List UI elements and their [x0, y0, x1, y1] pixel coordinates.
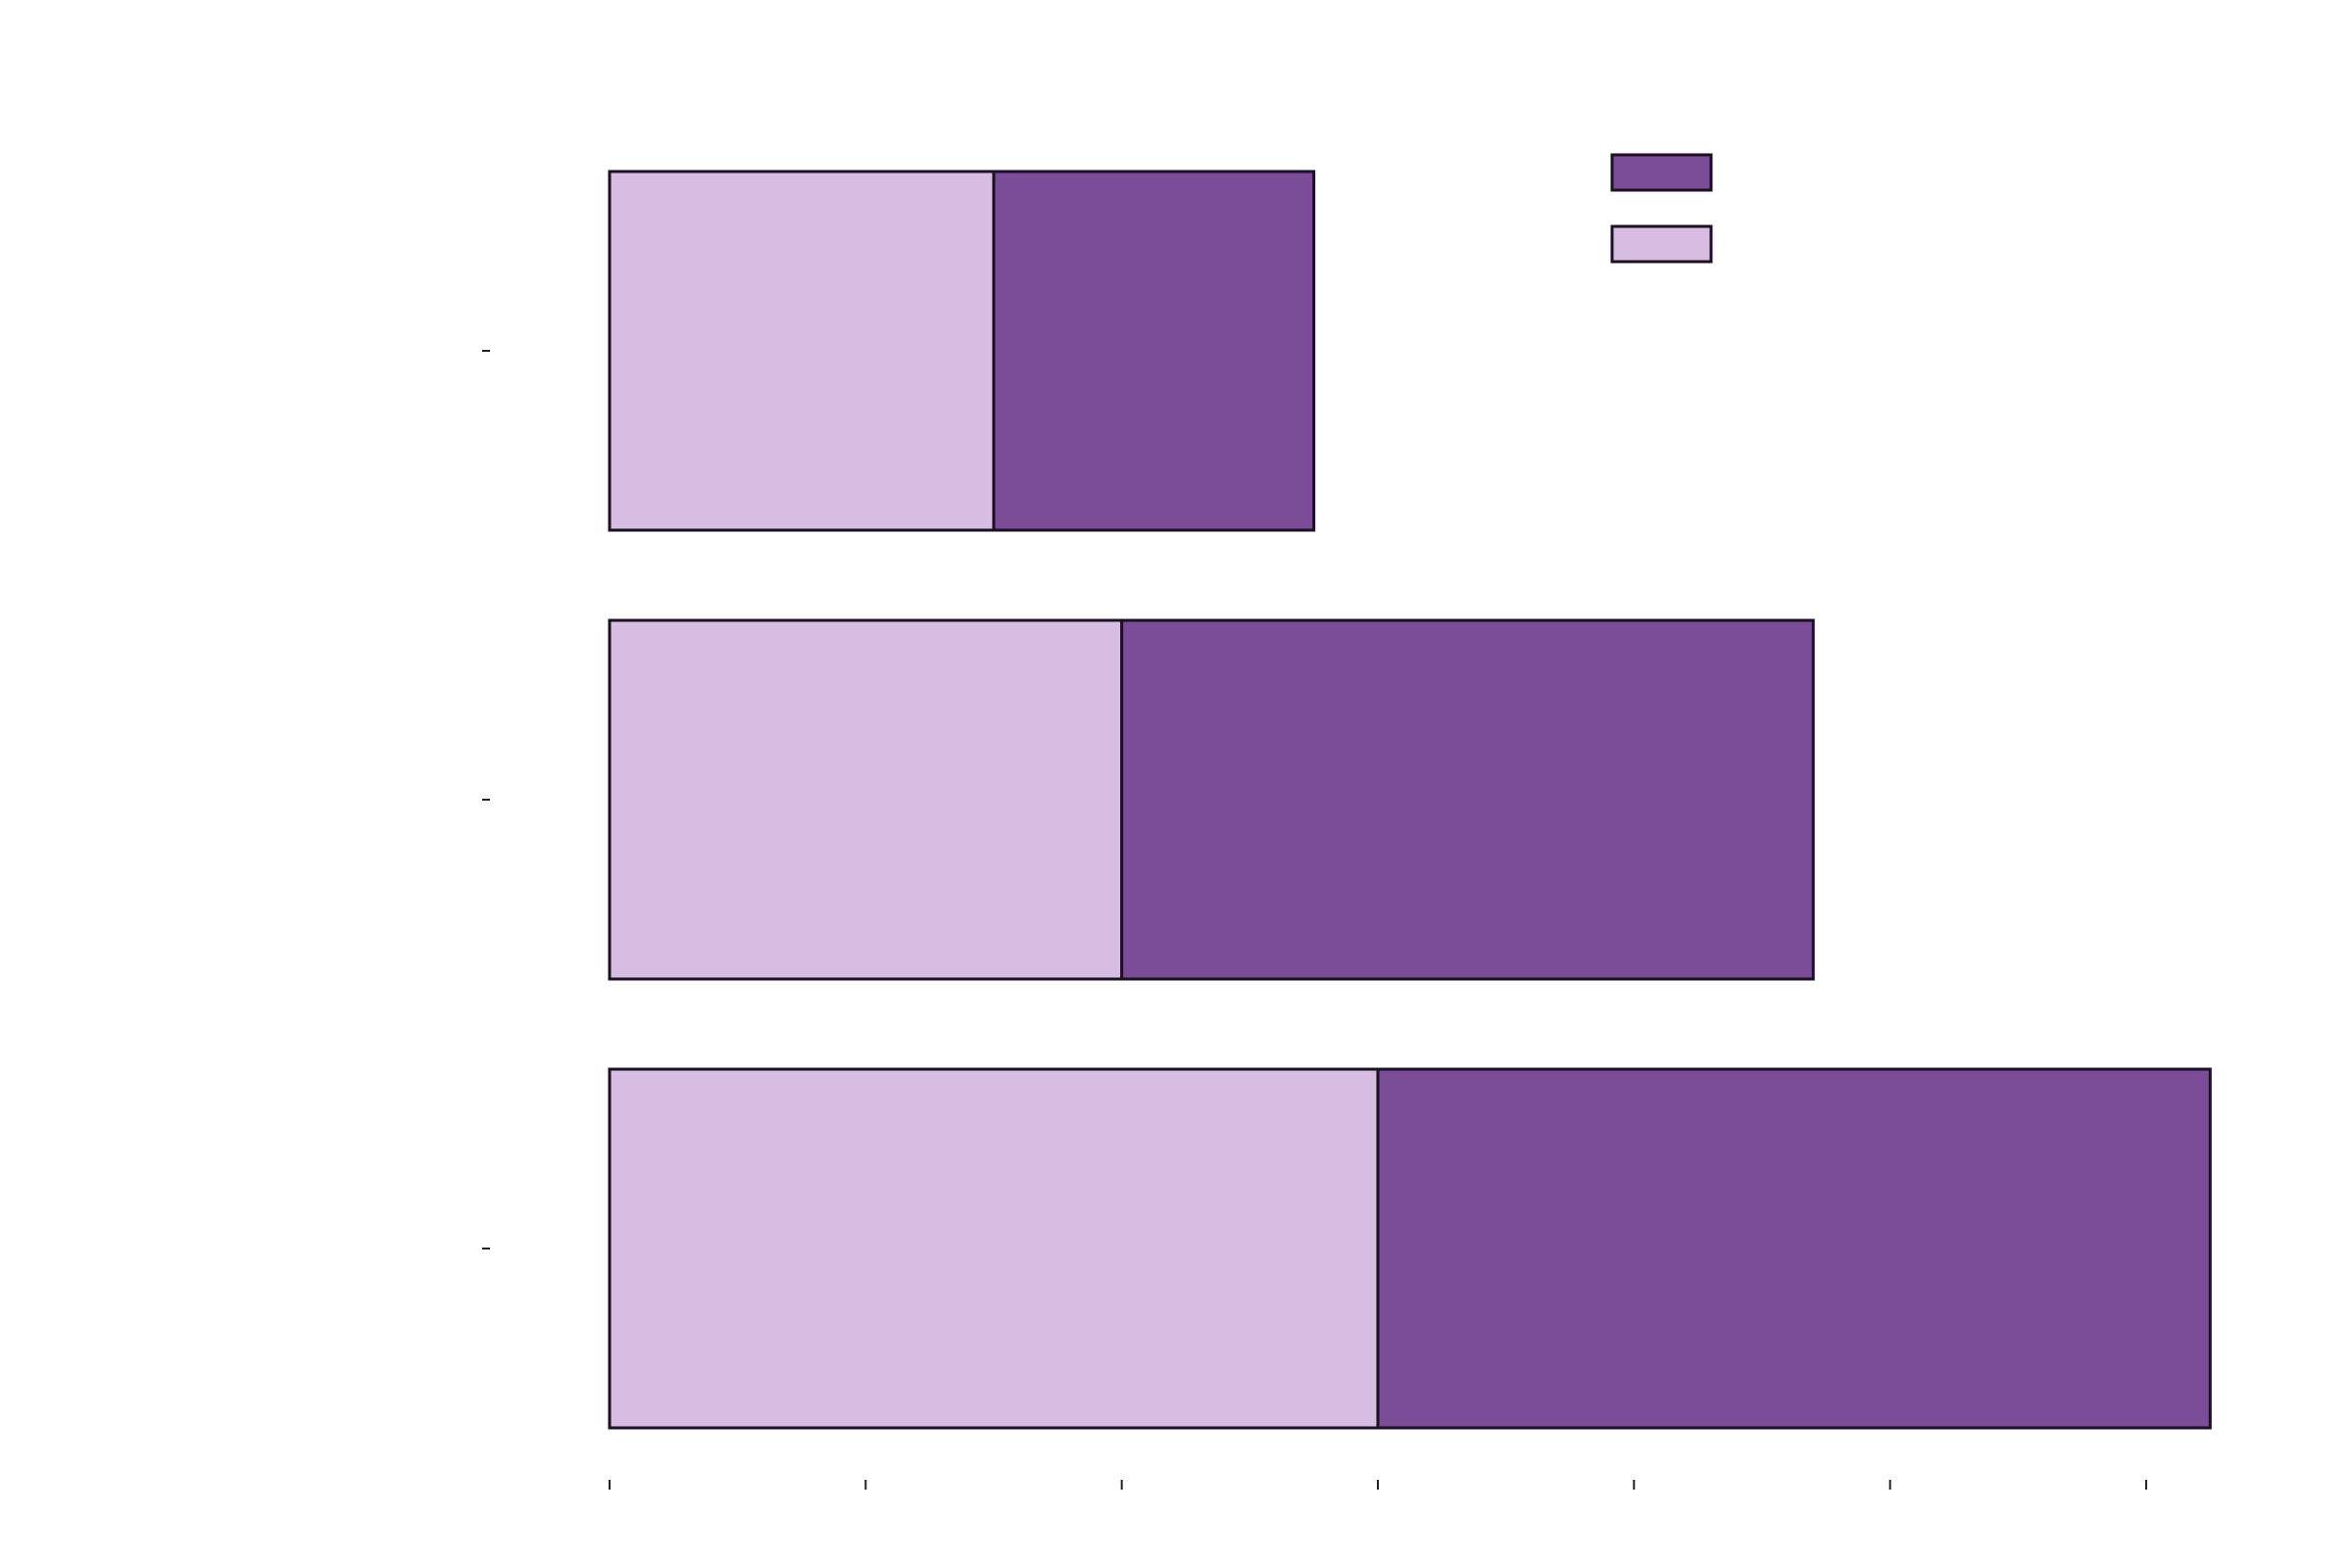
- x-axis-ticks: [609, 1480, 2147, 1490]
- bar-row2-series2: [1120, 618, 1815, 981]
- bars-group: [608, 170, 2212, 1430]
- bar-row3-series2: [1376, 1067, 2212, 1430]
- bar-row2-series1: [608, 618, 1124, 981]
- bar-row1-series2: [992, 170, 1316, 532]
- y-axis-ticks: [482, 350, 490, 1250]
- bar-row1-series1: [608, 170, 996, 532]
- legend-swatch-series2: [1610, 153, 1713, 192]
- bar-row3-series1: [608, 1067, 1380, 1430]
- legend-swatch-series1: [1610, 224, 1713, 264]
- legend: [1610, 153, 1713, 264]
